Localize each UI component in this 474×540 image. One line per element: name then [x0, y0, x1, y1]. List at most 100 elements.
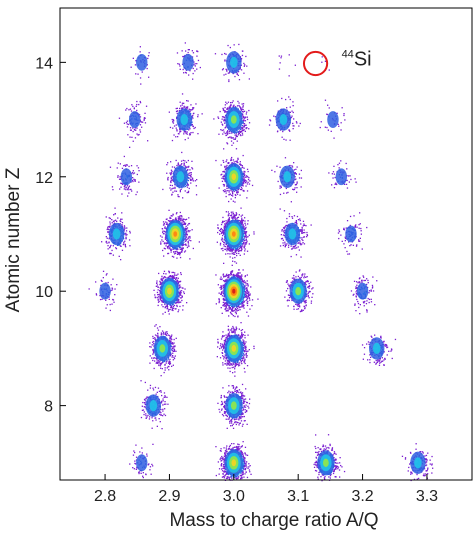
event-point: [348, 181, 350, 183]
event-point: [192, 114, 194, 117]
event-point: [146, 64, 148, 66]
event-point: [172, 248, 174, 250]
event-point: [222, 221, 224, 223]
event-point: [193, 127, 195, 130]
event-point: [245, 124, 247, 126]
event-point: [235, 194, 237, 197]
event-point: [235, 135, 237, 138]
event-point: [117, 176, 119, 178]
event-point: [233, 252, 235, 254]
event-point: [234, 261, 236, 263]
event-point: [230, 104, 232, 106]
event-point: [173, 125, 176, 127]
event-point: [241, 113, 244, 115]
event-point: [338, 167, 340, 169]
event-point: [244, 250, 246, 252]
event-point: [184, 219, 187, 221]
event-point: [187, 191, 190, 194]
event-point: [125, 121, 128, 124]
event-point: [185, 234, 187, 236]
event-point: [230, 136, 232, 138]
event-point: [269, 120, 272, 122]
event-point: [296, 191, 298, 193]
event-point: [336, 183, 338, 186]
event-point: [333, 187, 336, 189]
event-point: [179, 191, 181, 193]
event-point: [163, 243, 166, 245]
event-point: [179, 109, 181, 112]
event-point: [221, 238, 224, 240]
event-point: [188, 174, 190, 176]
event-point: [183, 223, 185, 226]
event-point: [223, 191, 225, 193]
event-point: [129, 245, 131, 247]
event-point: [224, 106, 226, 109]
event-point: [132, 180, 134, 183]
event-point: [231, 249, 233, 251]
event-point: [173, 166, 176, 168]
event-point: [344, 119, 346, 121]
event-point: [132, 177, 134, 179]
event-point: [133, 108, 135, 110]
event-point: [288, 129, 290, 131]
event-point: [192, 72, 194, 75]
event-point: [223, 174, 225, 176]
event-point: [280, 55, 283, 57]
event-point: [239, 161, 241, 163]
event-point: [132, 170, 134, 172]
event-point: [127, 186, 130, 189]
event-point: [226, 164, 228, 167]
event-point: [219, 230, 222, 232]
event-point: [182, 55, 184, 58]
event-point: [186, 234, 188, 236]
event-point: [223, 228, 226, 231]
event-point: [184, 185, 187, 188]
event-point: [185, 72, 187, 74]
event-point: [227, 219, 229, 221]
event-point: [243, 240, 246, 242]
event-point: [175, 217, 177, 219]
event-point: [193, 112, 195, 114]
event-point: [324, 99, 327, 101]
event-point: [237, 247, 239, 249]
event-point: [240, 109, 242, 111]
event-point: [165, 245, 167, 247]
event-point: [228, 79, 230, 81]
event-point: [106, 237, 108, 239]
event-point: [337, 123, 339, 125]
event-point: [188, 187, 190, 190]
event-point: [126, 185, 129, 187]
event-point: [172, 120, 174, 122]
event-point: [344, 183, 346, 185]
event-point: [293, 169, 295, 171]
event-point: [219, 110, 221, 113]
event-point: [343, 114, 345, 117]
event-point: [273, 115, 275, 117]
event-point: [239, 254, 241, 256]
density-contour: [279, 113, 288, 126]
event-point: [236, 105, 239, 107]
event-point: [164, 238, 167, 240]
event-point: [232, 131, 234, 134]
event-point: [183, 222, 185, 225]
event-point: [177, 251, 179, 254]
event-point: [128, 192, 130, 194]
event-point: [141, 71, 143, 73]
event-point: [107, 231, 109, 233]
event-point: [298, 125, 300, 127]
event-point: [122, 243, 124, 246]
event-point: [127, 187, 129, 190]
event-point: [333, 165, 335, 167]
event-point: [229, 220, 231, 222]
event-point: [233, 249, 235, 251]
event-point: [118, 244, 120, 246]
event-point: [225, 220, 227, 222]
cluster-z13: [319, 99, 346, 139]
event-point: [231, 132, 233, 134]
event-point: [226, 132, 228, 134]
event-point: [222, 159, 224, 162]
event-point: [117, 217, 119, 219]
event-point: [222, 133, 224, 135]
event-point: [285, 98, 287, 101]
event-point: [172, 187, 174, 189]
